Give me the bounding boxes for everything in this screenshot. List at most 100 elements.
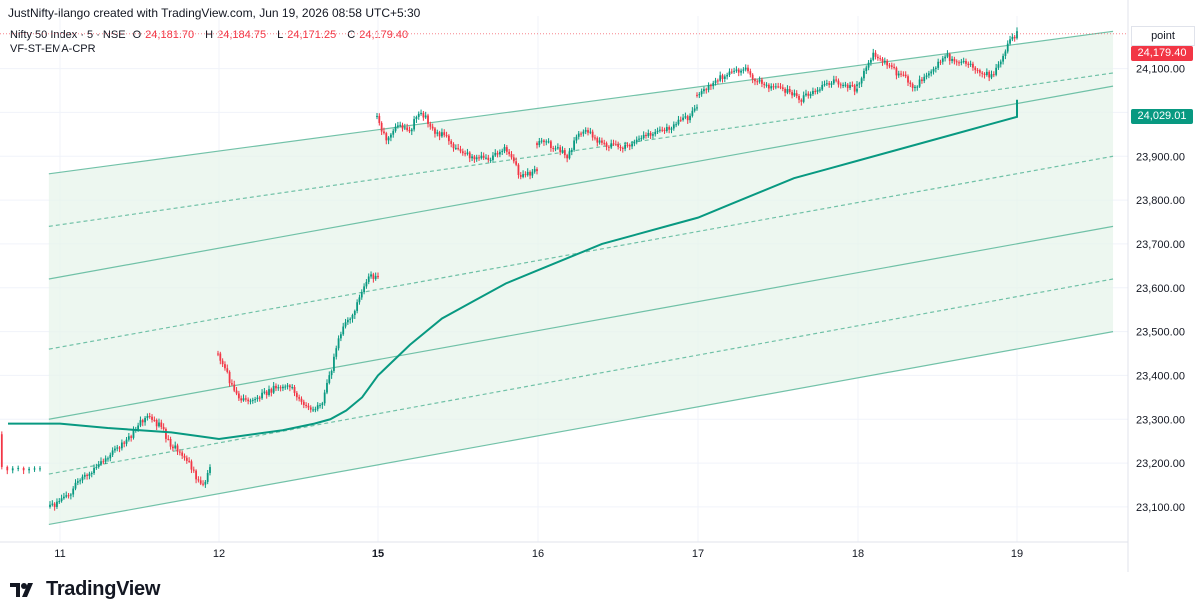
candle-body <box>76 481 79 483</box>
candle-body <box>377 275 379 278</box>
candle-body <box>693 108 696 111</box>
candle-body <box>930 71 933 74</box>
close-value: 24,179.40 <box>359 29 409 41</box>
candle-body <box>568 151 571 159</box>
candle-body <box>856 84 858 87</box>
candle-body <box>756 81 759 83</box>
candle-body <box>559 147 562 153</box>
candle-body <box>679 119 682 121</box>
candle-body <box>744 67 747 70</box>
candle-body <box>767 84 770 89</box>
candle-body <box>547 141 550 143</box>
x-tick-label: 11 <box>54 548 65 560</box>
candle-body <box>1002 55 1004 62</box>
candle-body <box>740 70 742 73</box>
candle-body <box>277 387 280 389</box>
candle-body <box>65 495 68 497</box>
candle-body <box>104 458 107 462</box>
symbol-label[interactable]: Nifty 50 Index · 5 · NSE <box>10 29 126 41</box>
candle-body <box>63 496 65 499</box>
candle-body <box>323 392 326 404</box>
candle-body <box>197 479 200 481</box>
candle-body <box>962 61 965 63</box>
candle-body <box>445 135 448 137</box>
candle-body <box>51 503 54 505</box>
candle-body <box>443 132 446 136</box>
candle-body <box>367 276 370 282</box>
candle-body <box>254 399 257 401</box>
y-tick-label: 24,100.00 <box>1136 64 1185 76</box>
candle-body <box>441 132 443 137</box>
candle-body <box>114 448 116 451</box>
candle-body <box>508 151 511 155</box>
candle-body <box>452 143 455 149</box>
candle-body <box>881 58 884 63</box>
candle-body <box>387 137 390 141</box>
candle-body <box>165 429 167 439</box>
candle-body <box>321 403 324 406</box>
candle-body <box>981 72 984 74</box>
candle-body <box>249 400 252 402</box>
price-scale-unit[interactable]: point <box>1131 26 1195 46</box>
candle-body <box>155 419 158 427</box>
candle-body <box>148 416 151 418</box>
candle-body <box>132 429 135 438</box>
candle-body <box>883 60 886 63</box>
candle-body <box>538 140 541 146</box>
candle-body <box>265 391 268 396</box>
candle-body <box>670 128 673 130</box>
candle-body <box>747 67 749 72</box>
candle-body <box>171 446 174 449</box>
candle-body <box>492 155 494 160</box>
candle-body <box>879 58 882 60</box>
candle-body <box>777 86 780 88</box>
candle-body <box>589 131 592 133</box>
candle-body <box>638 138 640 140</box>
candle-body <box>328 375 331 383</box>
candle-body <box>598 140 601 143</box>
candle-body <box>56 501 58 507</box>
candle-body <box>146 416 149 418</box>
candle-body <box>107 458 109 460</box>
candle-body <box>749 71 752 75</box>
candle-body <box>69 494 72 496</box>
candle-body <box>870 59 872 63</box>
x-tick-label: 19 <box>1011 548 1023 560</box>
candle-body <box>900 73 902 75</box>
candle-body <box>268 389 270 396</box>
candle-body <box>244 398 247 400</box>
candle-body <box>307 405 310 408</box>
ema-line <box>8 99 1018 441</box>
candle-body <box>770 86 773 89</box>
candle-body <box>730 71 733 73</box>
candle-body <box>997 64 1000 68</box>
candle-body <box>556 147 559 149</box>
candle-body <box>784 88 787 93</box>
candle-body <box>111 450 114 455</box>
candle-body <box>498 151 501 155</box>
candle-body <box>626 144 629 146</box>
indicator-label[interactable]: VF-ST-EMA-CPR <box>10 43 96 55</box>
candle-body <box>510 154 513 158</box>
candle-body <box>570 149 573 152</box>
candle-body <box>823 84 826 86</box>
candle-body <box>178 451 181 453</box>
candle-body <box>909 82 912 85</box>
candle-body <box>370 274 372 277</box>
candle-body <box>965 61 967 64</box>
candle-body <box>856 88 858 92</box>
candle-body <box>946 53 949 57</box>
candle-body <box>700 91 703 95</box>
candle-body <box>130 436 133 438</box>
candle-body <box>948 53 951 61</box>
candle-body <box>821 84 824 90</box>
candle-body <box>554 148 557 150</box>
candle-body <box>88 473 91 476</box>
candle-body <box>939 61 942 63</box>
candle-body <box>793 93 796 96</box>
candle-body <box>628 144 631 147</box>
candle-body <box>346 319 349 323</box>
tradingview-logo-icon <box>10 582 33 597</box>
candle-body <box>79 480 82 482</box>
